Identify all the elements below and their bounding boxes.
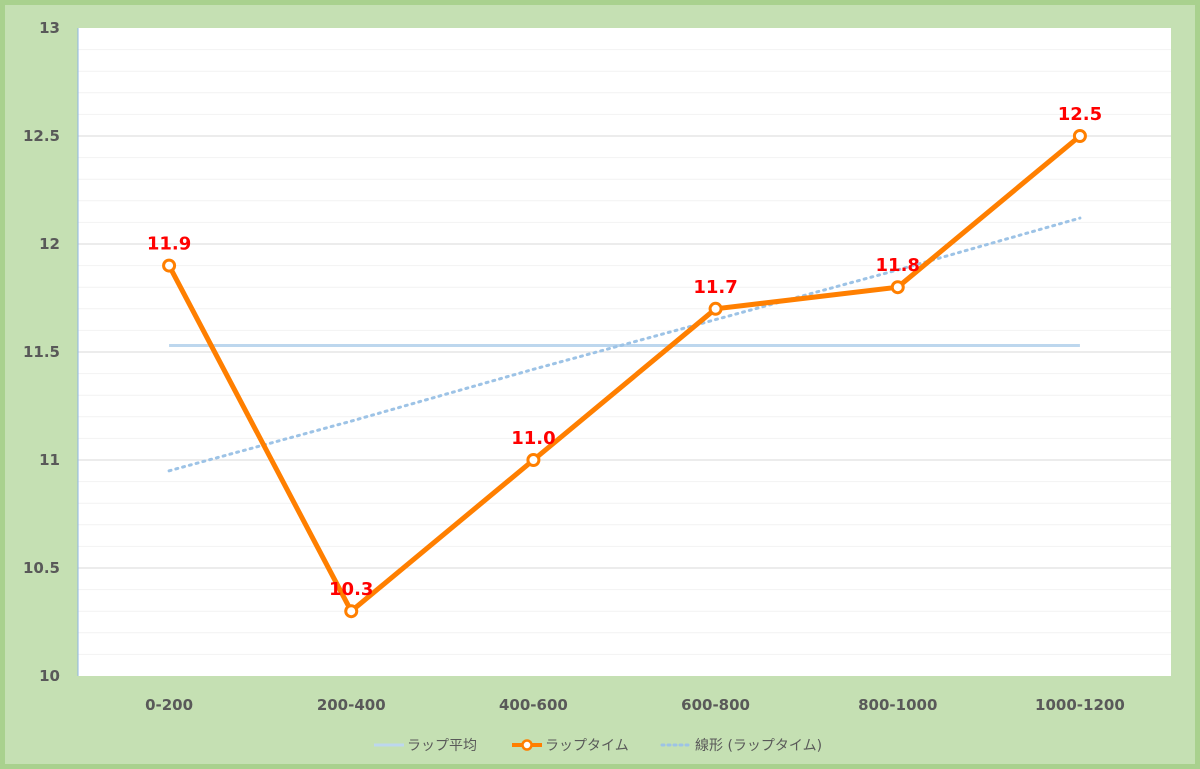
x-tick-label: 0-200 (145, 696, 193, 714)
legend-label-lap-time: ラップタイム (545, 738, 629, 754)
x-tick-label: 400-600 (499, 696, 568, 714)
x-tick-label: 600-800 (681, 696, 750, 714)
data-label: 11.9 (147, 234, 191, 255)
data-label: 11.8 (876, 255, 920, 276)
data-point-marker (344, 604, 359, 619)
data-point-marker (708, 301, 723, 316)
data-point-marker (526, 453, 541, 467)
data-label: 10.3 (329, 579, 373, 600)
y-tick-label: 11.5 (23, 343, 60, 361)
x-tick-label: 1000-1200 (1035, 696, 1125, 714)
legend: ラップ平均 ラップタイム 線形 (ラップタイム) (374, 738, 822, 754)
x-tick-label: 200-400 (317, 696, 386, 714)
y-tick-label: 12 (39, 235, 60, 253)
y-tick-label: 10.5 (23, 559, 60, 577)
y-tick-label: 12.5 (23, 127, 60, 145)
data-label: 12.5 (1058, 104, 1102, 125)
y-tick-label: 11 (39, 451, 60, 469)
series-line-lap-time (166, 134, 1082, 614)
series-layer (162, 129, 1087, 619)
x-tick-label: 800-1000 (858, 696, 937, 714)
data-point-marker (890, 280, 905, 295)
x-axis-ticks: 0-200 200-400 400-600 600-800 800-1000 1000-1… (145, 696, 1125, 714)
legend-label-trend: 線形 (ラップタイム) (695, 738, 822, 754)
y-tick-label: 10 (39, 667, 60, 685)
data-label: 11.7 (693, 277, 737, 298)
y-axis-ticks: 10 10.5 11 11.5 12 12.5 13 (23, 19, 60, 685)
data-labels: 11.9 10.3 11.0 11.7 11.8 12.5 (147, 104, 1102, 600)
data-point-marker (162, 258, 177, 273)
data-label: 11.0 (511, 428, 555, 449)
legend-label-average: ラップ平均 (407, 738, 477, 754)
y-tick-label: 13 (39, 19, 60, 37)
legend-marker-lap-time (521, 739, 533, 751)
data-point-marker (1072, 129, 1087, 143)
